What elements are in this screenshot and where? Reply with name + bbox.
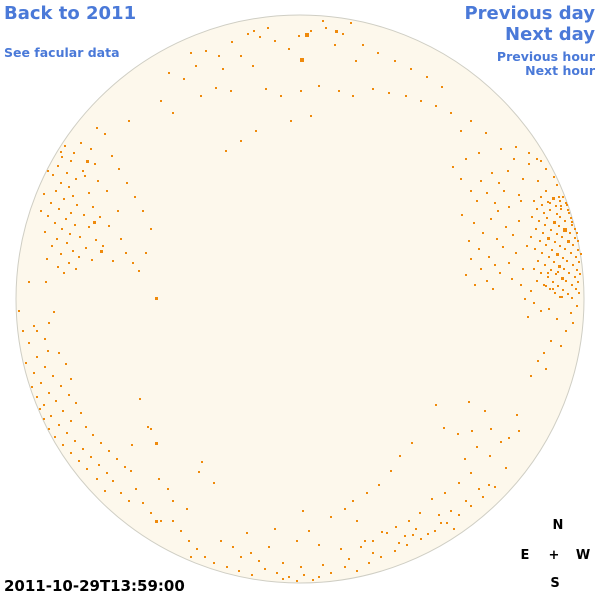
compass-south-label: S: [550, 576, 560, 591]
day-navigation: Previous day Next day: [464, 3, 595, 45]
next-day-link[interactable]: Next day: [505, 23, 595, 45]
previous-hour-link[interactable]: Previous hour: [496, 49, 595, 64]
previous-day-link[interactable]: Previous day: [464, 3, 595, 24]
sun-disk: [15, 14, 585, 584]
compass-west-label: W: [575, 548, 591, 563]
next-hour-link[interactable]: Next hour: [525, 63, 595, 79]
back-to-year-link[interactable]: Back to 2011: [4, 3, 137, 24]
faculae-dots: [18, 20, 582, 582]
compass-east-label: E: [520, 548, 530, 563]
compass-north-label: N: [552, 518, 564, 533]
compass-center-cross: +: [548, 548, 560, 563]
hour-navigation: Previous hour Next hour: [496, 49, 595, 79]
see-facular-data-link[interactable]: See facular data: [4, 45, 120, 60]
observation-timestamp: 2011-10-29T13:59:00: [4, 577, 185, 595]
